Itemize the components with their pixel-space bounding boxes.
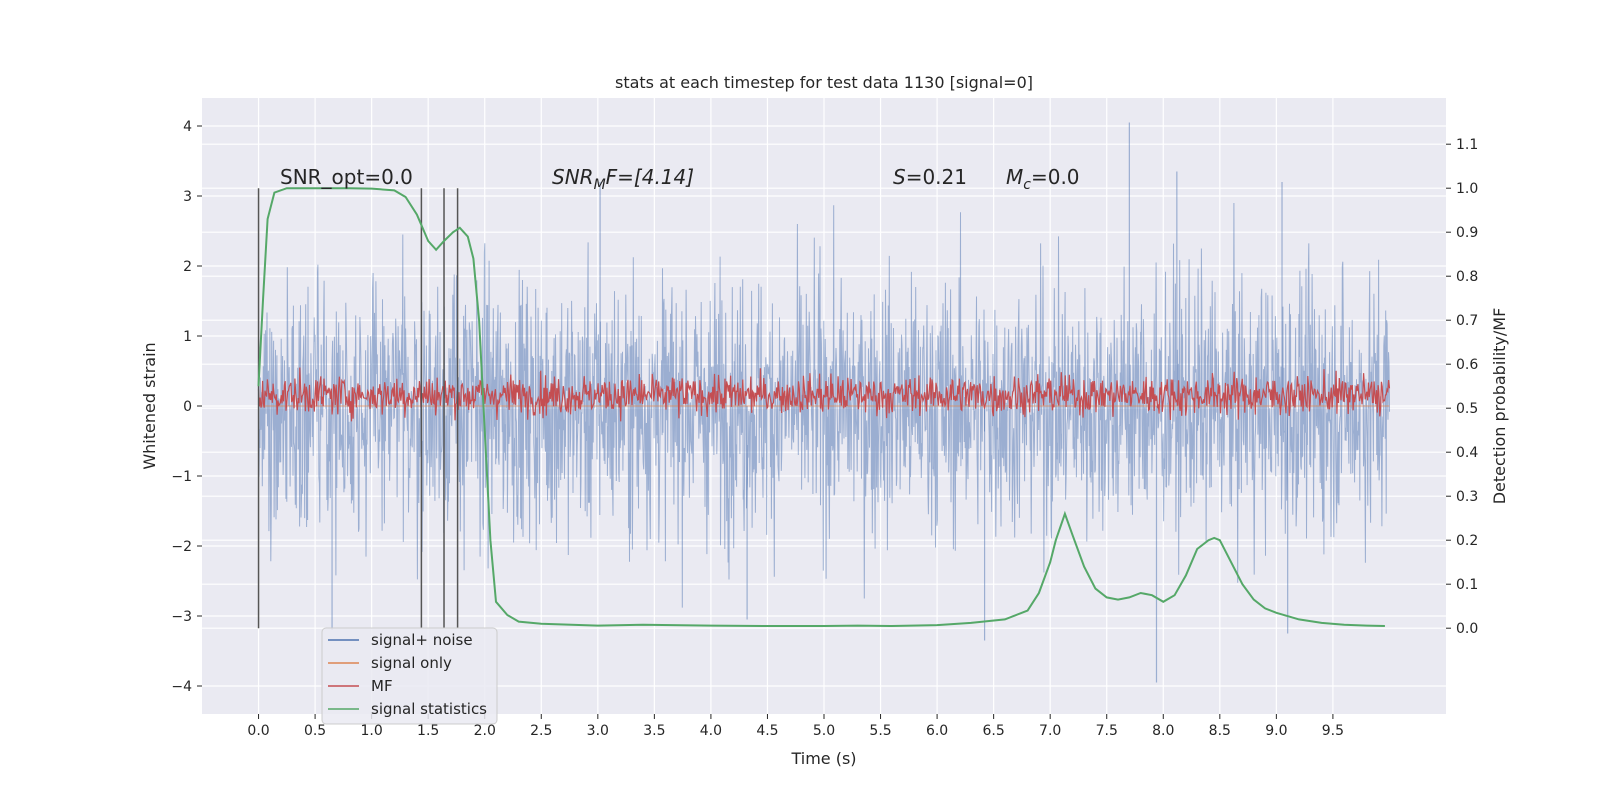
x-tick-label: 1.5 [417, 723, 439, 739]
legend-label-signal-only: signal only [371, 654, 452, 672]
series-signal-noise [258, 122, 1390, 683]
x-tick-label: 3.5 [643, 723, 665, 739]
y-tick-label: 0 [183, 399, 192, 415]
y2-axis-ticks: 0.0 0.1 0.2 0.3 0.4 0.5 0.6 0.7 0.8 0.9 1.0 1.1 [1446, 137, 1478, 637]
y-axis-ticks: −4 −3 −2 −1 0 1 2 3 4 [171, 119, 202, 695]
y2-tick-label: 0.9 [1456, 225, 1478, 241]
annotation-mc-var: M [1006, 165, 1023, 189]
annotation-mc: Mc=0.0 [1006, 165, 1080, 193]
legend-label-signal-statistics: signal statistics [371, 700, 487, 718]
y-tick-label: 3 [183, 189, 192, 205]
x-tick-label: 7.5 [1096, 723, 1118, 739]
annotation-s-val: =0.21 [906, 165, 967, 189]
x-tick-label: 9.5 [1322, 723, 1344, 739]
x-tick-label: 4.0 [700, 723, 722, 739]
annotation-mc-sub: c [1023, 177, 1031, 193]
y2-tick-label: 0.8 [1456, 269, 1478, 285]
y2-tick-label: 0.0 [1456, 621, 1478, 637]
series-line-signal-statistics [257, 187, 1385, 628]
y2-tick-label: 0.4 [1456, 445, 1478, 461]
chart-title: stats at each timestep for test data 113… [615, 73, 1033, 92]
x-tick-label: 5.0 [813, 723, 835, 739]
series-line-mf [257, 367, 1391, 422]
y-tick-label: −3 [171, 609, 192, 625]
y2-tick-label: 0.1 [1456, 577, 1478, 593]
annotation-s: S=0.21 [893, 165, 967, 189]
annotation-snr-mf: SNRMF=[4.14] [552, 165, 694, 193]
annotation-snr-opt: SNR_opt=0.0 [280, 165, 413, 189]
y-tick-label: 4 [183, 119, 192, 135]
y2-tick-label: 0.6 [1456, 357, 1478, 373]
legend: signal+ noise signal only MF signal stat… [321, 627, 498, 725]
y2-tick-label: 0.5 [1456, 401, 1478, 417]
x-tick-label: 3.0 [587, 723, 609, 739]
y2-tick-label: 0.7 [1456, 313, 1478, 329]
annotation-snr-mf-main: SNR [552, 165, 594, 189]
x-tick-label: 1.0 [361, 723, 383, 739]
legend-label-mf: MF [371, 677, 393, 695]
y-tick-label: 2 [183, 259, 192, 275]
x-tick-label: 4.5 [756, 723, 778, 739]
x-tick-label: 7.0 [1039, 723, 1061, 739]
legend-box [321, 627, 498, 725]
y2-tick-label: 1.0 [1456, 181, 1478, 197]
y2-tick-label: 0.2 [1456, 533, 1478, 549]
annotation-s-var: S [893, 165, 906, 189]
y2-axis-label: Detection probability/MF [1490, 308, 1509, 505]
annotation-mc-val: =0.0 [1031, 165, 1080, 189]
x-tick-label: 8.5 [1209, 723, 1231, 739]
x-tick-label: 8.0 [1152, 723, 1174, 739]
x-tick-label: 2.0 [474, 723, 496, 739]
x-tick-label: 5.5 [869, 723, 891, 739]
marker-vlines [257, 188, 459, 629]
x-tick-label: 0.0 [247, 723, 269, 739]
y-tick-label: 1 [183, 329, 192, 345]
series-mf [257, 367, 1391, 422]
x-tick-label: 6.0 [926, 723, 948, 739]
x-axis-label: Time (s) [790, 749, 856, 768]
y2-tick-label: 1.1 [1456, 137, 1478, 153]
x-tick-label: 0.5 [304, 723, 326, 739]
series-signal-statistics [257, 187, 1385, 628]
annotation-snr-mf-rest: F=[4.14] [606, 165, 694, 189]
x-tick-label: 9.0 [1265, 723, 1287, 739]
y-tick-label: −4 [171, 679, 192, 695]
y-axis-label: Whitened strain [140, 342, 159, 469]
y2-tick-label: 0.3 [1456, 489, 1478, 505]
y-tick-label: −1 [171, 469, 192, 485]
annotation-snr-mf-sub: M [594, 177, 606, 193]
x-tick-label: 6.5 [983, 723, 1005, 739]
x-tick-label: 2.5 [530, 723, 552, 739]
legend-label-signal-noise: signal+ noise [371, 631, 473, 649]
x-axis-ticks: 0.0 0.5 1.0 1.5 2.0 2.5 3.0 3.5 4.0 4.5 5.0 5.5 6.0 6… [247, 714, 1344, 739]
y-tick-label: −2 [171, 539, 192, 555]
